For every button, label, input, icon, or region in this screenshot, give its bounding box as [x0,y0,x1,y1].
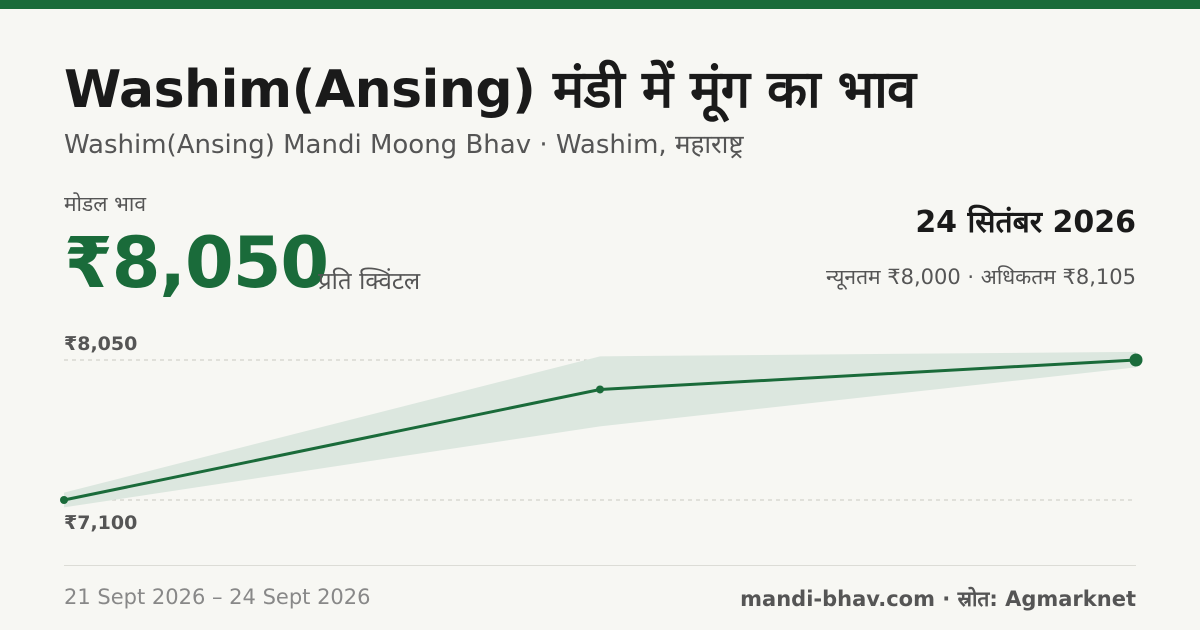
y-tick-label: ₹8,050 [64,333,137,355]
price-unit: प्रति क्विंटल [318,267,421,295]
footer-date-range: 21 Sept 2026 – 24 Sept 2026 [64,585,371,609]
footer-source: mandi-bhav.com · स्रोत: Agmarknet [740,587,1136,611]
y-tick-label: ₹7,100 [64,512,137,534]
data-point [60,496,68,504]
modal-price-label: मोडल भाव [64,192,147,216]
min-max-range: न्यूनतम ₹8,000 · अधिकतम ₹8,105 [826,265,1136,289]
price-range-band [64,351,1136,508]
price-chart: ₹8,050 ₹7,100 [60,333,1143,534]
price-date: 24 सितंबर 2026 [915,205,1136,240]
top-accent-bar [0,0,1200,9]
data-point [1129,353,1143,367]
page-title: Washim(Ansing) मंडी में मूंग का भाव [64,60,916,120]
modal-price-value: ₹8,050 [64,222,329,304]
page-subtitle: Washim(Ansing) Mandi Moong Bhav · Washim… [64,130,744,160]
data-point [596,385,604,394]
footer-divider [64,565,1136,566]
